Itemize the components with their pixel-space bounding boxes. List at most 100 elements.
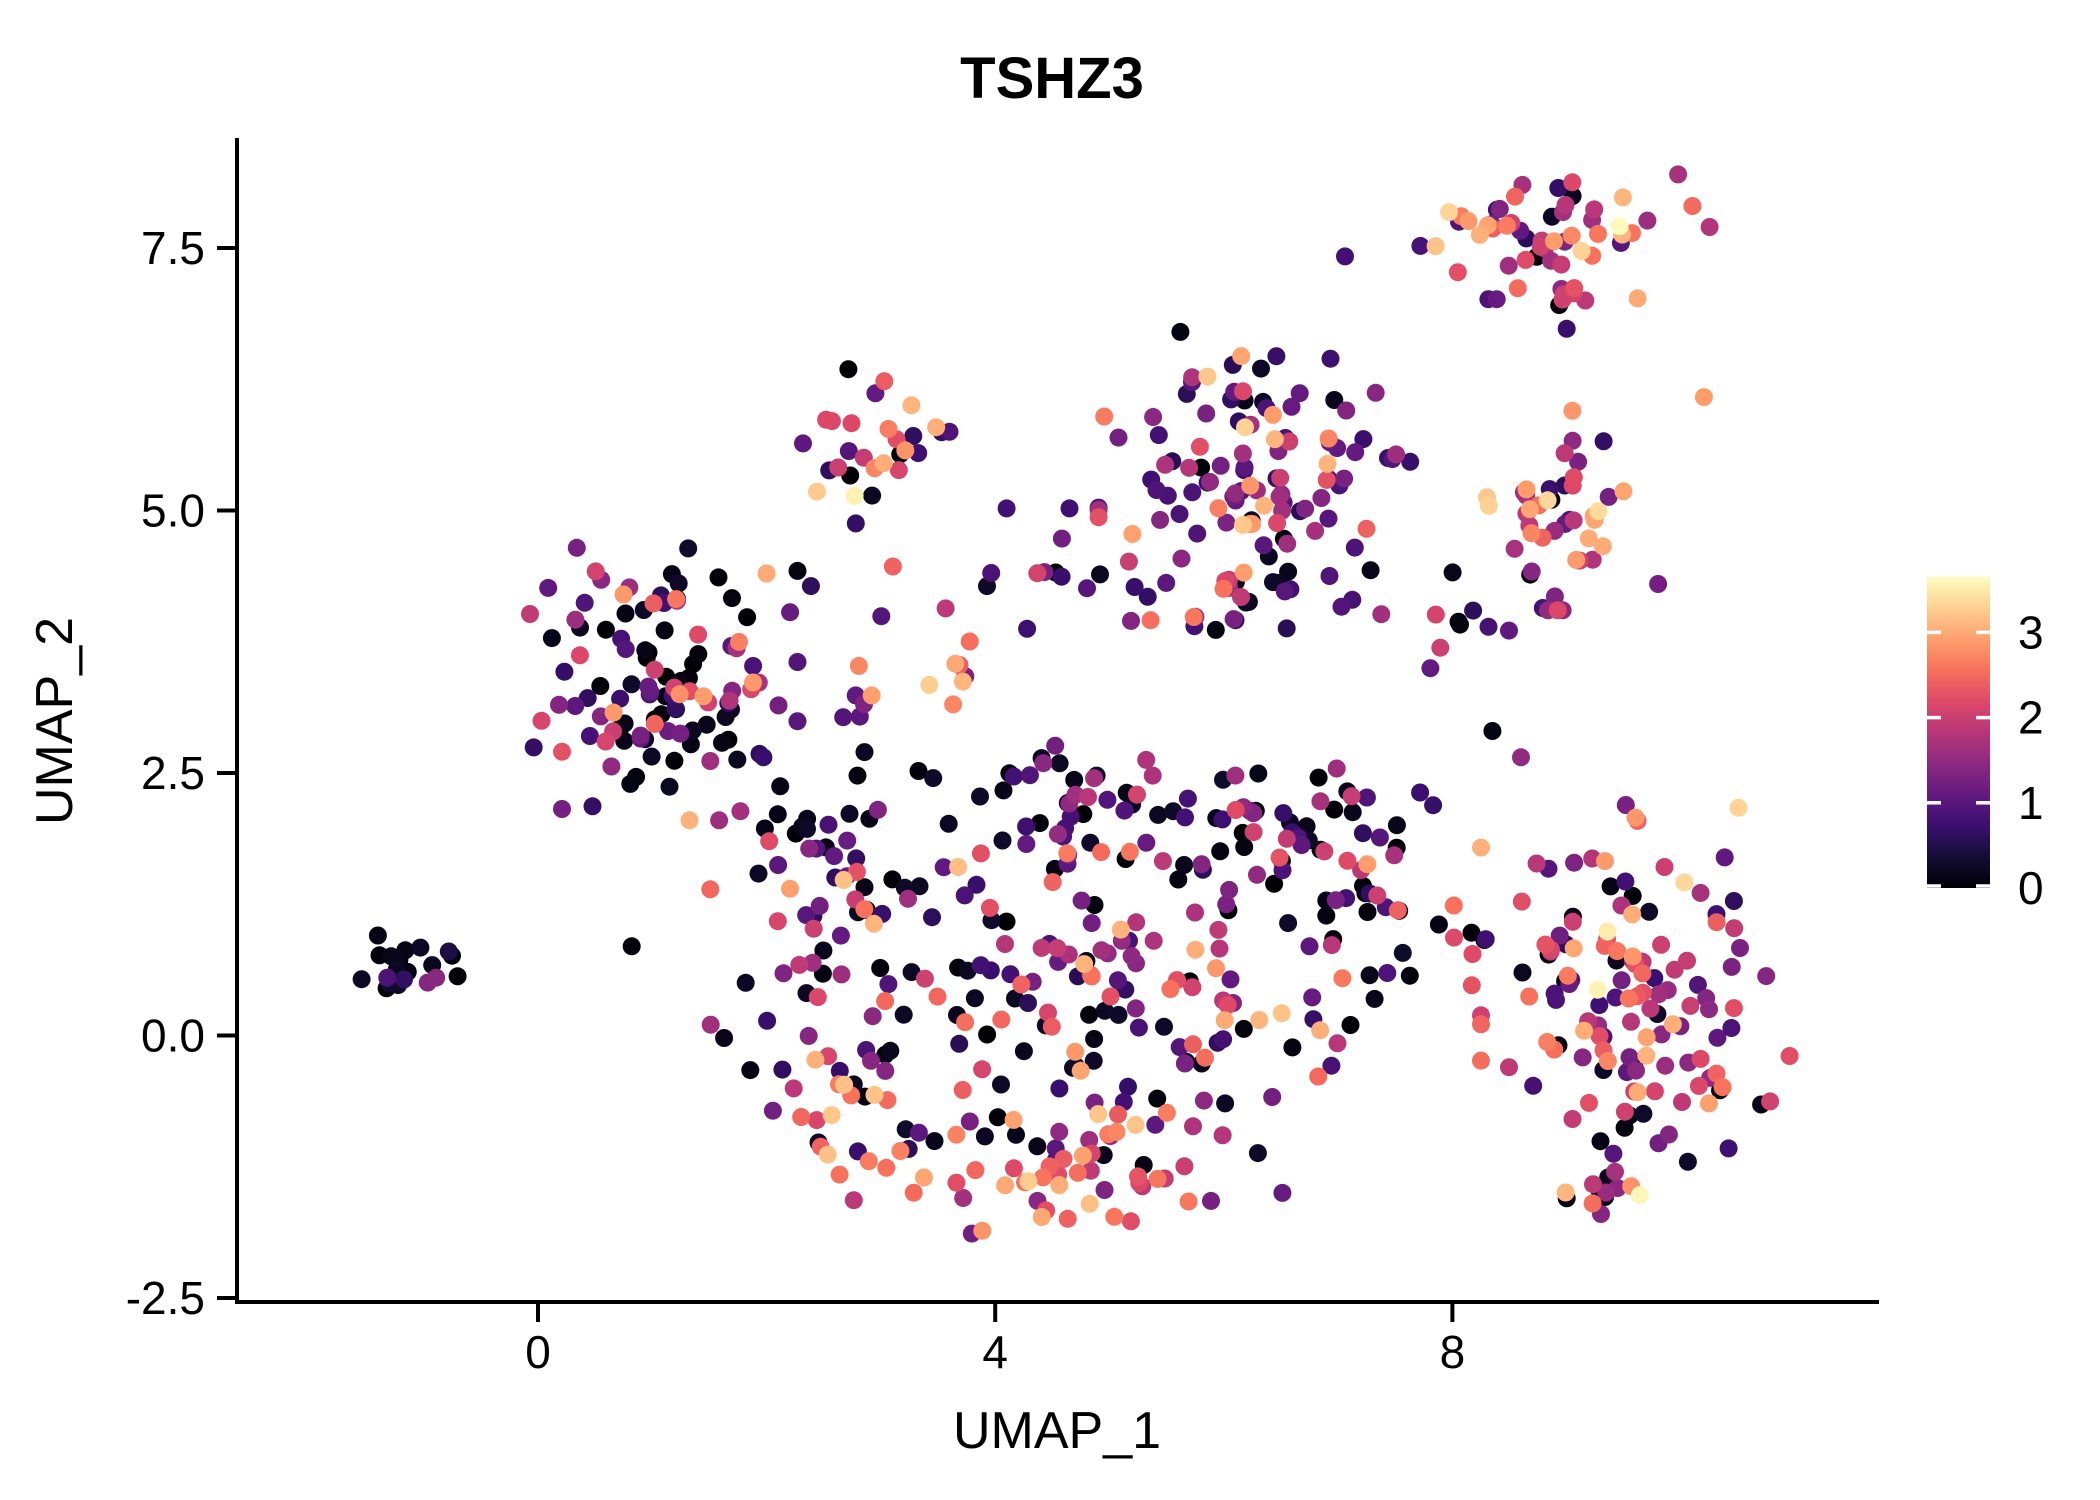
data-point bbox=[709, 568, 728, 587]
data-point bbox=[864, 914, 883, 933]
data-point bbox=[956, 1013, 975, 1032]
data-point bbox=[894, 1005, 913, 1024]
data-point bbox=[1277, 829, 1296, 848]
data-point bbox=[763, 1101, 782, 1120]
data-point bbox=[1691, 1049, 1710, 1068]
data-point bbox=[1472, 838, 1490, 857]
data-point bbox=[939, 814, 958, 833]
data-point bbox=[1149, 426, 1168, 445]
data-point bbox=[1058, 844, 1077, 863]
data-point bbox=[835, 1075, 854, 1094]
data-point bbox=[868, 800, 887, 819]
data-point bbox=[1050, 1176, 1069, 1195]
data-point bbox=[1030, 814, 1049, 833]
data-point bbox=[754, 748, 773, 767]
data-point bbox=[1309, 768, 1328, 787]
data-point bbox=[1424, 796, 1443, 815]
legend-tick-label: 3 bbox=[2018, 606, 2044, 658]
data-point bbox=[994, 781, 1013, 800]
data-point bbox=[616, 640, 635, 658]
data-point bbox=[667, 590, 686, 609]
data-point bbox=[1522, 524, 1541, 543]
data-point bbox=[1341, 1016, 1360, 1034]
data-point bbox=[1725, 919, 1744, 938]
data-point bbox=[1014, 1042, 1033, 1061]
data-point bbox=[448, 967, 467, 986]
data-point bbox=[749, 864, 768, 883]
data-point bbox=[879, 975, 898, 994]
data-point bbox=[1292, 836, 1311, 855]
data-point bbox=[758, 1011, 777, 1030]
data-point bbox=[1018, 619, 1037, 638]
data-point bbox=[1556, 1183, 1575, 1202]
data-point bbox=[1183, 483, 1202, 502]
data-point bbox=[1156, 455, 1175, 474]
data-point bbox=[1598, 1052, 1617, 1070]
data-point bbox=[973, 1221, 992, 1240]
data-point bbox=[947, 1173, 966, 1192]
data-point bbox=[1699, 1094, 1718, 1113]
data-point bbox=[865, 1085, 884, 1104]
data-point bbox=[1616, 872, 1635, 891]
data-point bbox=[1326, 891, 1345, 910]
data-point bbox=[1655, 858, 1674, 876]
data-point bbox=[803, 953, 822, 972]
data-point bbox=[1387, 816, 1406, 835]
data-point bbox=[1123, 525, 1142, 543]
data-point bbox=[1563, 912, 1582, 931]
data-point bbox=[550, 695, 568, 714]
data-point bbox=[1214, 1030, 1233, 1049]
data-point bbox=[622, 937, 641, 956]
data-point bbox=[1555, 444, 1574, 463]
data-point bbox=[1169, 870, 1188, 889]
data-point bbox=[1637, 1028, 1656, 1047]
data-point bbox=[1366, 383, 1385, 402]
data-point bbox=[855, 743, 874, 762]
data-point bbox=[1385, 846, 1404, 865]
data-point bbox=[1058, 1209, 1077, 1228]
data-point bbox=[1265, 430, 1284, 449]
data-point bbox=[1694, 388, 1713, 407]
data-point bbox=[1141, 611, 1160, 630]
data-point bbox=[655, 621, 674, 640]
data-point bbox=[1623, 947, 1642, 966]
data-point bbox=[842, 414, 861, 433]
data-point bbox=[1080, 1194, 1099, 1213]
data-point bbox=[1593, 537, 1612, 556]
data-point bbox=[1490, 199, 1509, 218]
data-point bbox=[1089, 508, 1108, 527]
data-point bbox=[1111, 920, 1130, 939]
data-point bbox=[781, 603, 800, 622]
data-point bbox=[1328, 1034, 1347, 1053]
data-point bbox=[1215, 1011, 1234, 1030]
data-point bbox=[1722, 957, 1741, 976]
data-point bbox=[1337, 401, 1356, 420]
data-point bbox=[807, 1111, 826, 1130]
data-point bbox=[580, 727, 599, 745]
data-point bbox=[1274, 804, 1293, 823]
data-point bbox=[1218, 996, 1237, 1014]
data-point bbox=[1211, 842, 1230, 861]
data-point bbox=[1675, 873, 1694, 892]
data-point bbox=[1066, 1042, 1085, 1061]
data-point bbox=[1575, 1021, 1594, 1040]
data-point bbox=[1042, 1017, 1061, 1036]
data-point bbox=[1512, 748, 1530, 767]
data-point bbox=[1520, 987, 1539, 1006]
data-point bbox=[1048, 825, 1067, 844]
data-point bbox=[1224, 610, 1243, 629]
data-point bbox=[1017, 817, 1036, 836]
legend-ticks: 0 1 2 3 bbox=[1927, 606, 2044, 914]
data-point bbox=[1318, 454, 1337, 473]
data-point bbox=[1565, 279, 1584, 298]
data-point bbox=[701, 1015, 720, 1034]
data-point bbox=[1161, 980, 1180, 998]
data-point bbox=[1234, 563, 1253, 582]
data-point bbox=[1463, 945, 1482, 963]
data-point bbox=[636, 641, 655, 660]
data-point bbox=[1184, 1117, 1202, 1136]
data-point bbox=[1634, 1104, 1653, 1123]
data-point bbox=[1327, 759, 1346, 778]
data-point bbox=[1303, 988, 1322, 1007]
